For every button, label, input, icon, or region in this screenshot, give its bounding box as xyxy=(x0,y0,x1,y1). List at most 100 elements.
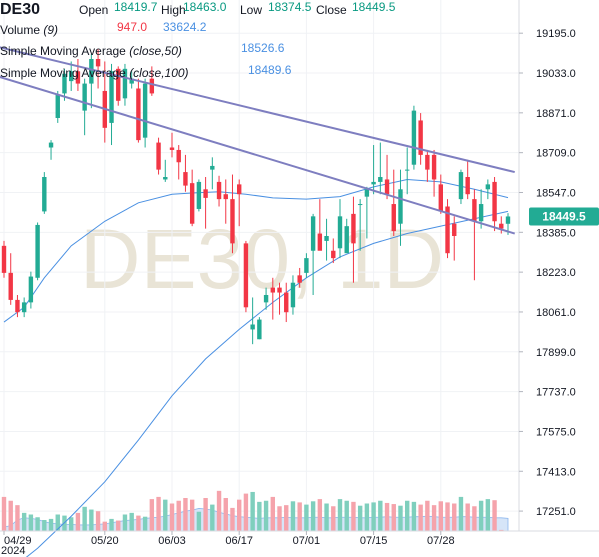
candle xyxy=(290,275,296,315)
sma100-legend-label: Simple Moving Average (close,100) xyxy=(0,66,189,80)
candle xyxy=(485,179,491,200)
volume-bar xyxy=(492,500,497,531)
candle-body xyxy=(250,324,255,330)
candle xyxy=(183,154,188,192)
candle xyxy=(95,49,101,89)
candle-body xyxy=(163,177,168,180)
candle-body xyxy=(357,204,363,206)
y-tick-label: 17899.0 xyxy=(536,347,576,359)
candle xyxy=(371,145,376,195)
candle-body xyxy=(452,223,457,236)
candle xyxy=(378,142,383,195)
candle xyxy=(452,216,457,261)
candle xyxy=(169,132,175,158)
candle-body xyxy=(337,216,343,249)
candle-body xyxy=(398,189,403,224)
volume-bar xyxy=(458,496,464,531)
candle-body xyxy=(142,83,148,138)
candle-body xyxy=(438,184,443,212)
volume-bar xyxy=(109,518,114,531)
candle xyxy=(411,105,417,170)
candle xyxy=(1,240,7,278)
candle-body xyxy=(371,181,376,185)
candle xyxy=(478,189,484,229)
candle-body xyxy=(351,213,356,244)
candle-body xyxy=(55,94,60,118)
candle xyxy=(317,199,323,251)
volume-bar xyxy=(405,500,410,531)
volume-bar xyxy=(223,498,228,531)
candle xyxy=(230,174,235,254)
volume-bar xyxy=(1,496,7,531)
volume-bar xyxy=(250,491,255,531)
candle-body xyxy=(344,226,349,254)
volume-bar xyxy=(263,500,269,531)
candle-body xyxy=(230,199,235,244)
year-label: 2024 xyxy=(1,545,25,557)
x-tick-label: 07/01 xyxy=(293,535,321,547)
candle-body xyxy=(472,199,477,222)
sma-50-line xyxy=(25,210,509,557)
candle-body xyxy=(28,276,34,303)
candle-body xyxy=(284,292,289,313)
volume-bar xyxy=(142,516,148,531)
candle xyxy=(243,240,249,313)
volume-bar xyxy=(398,505,403,531)
candle xyxy=(384,154,390,200)
volume-bar xyxy=(95,511,101,531)
candle-body xyxy=(485,184,491,190)
candle-body xyxy=(243,243,249,308)
candle xyxy=(35,222,40,281)
volume-bar xyxy=(42,520,47,531)
candle-body xyxy=(15,299,20,313)
candle-body xyxy=(505,216,511,224)
volume-bar xyxy=(243,493,249,531)
ohlc-label: Low xyxy=(240,3,262,17)
volume-bar xyxy=(122,514,128,531)
y-tick-label: 17251.0 xyxy=(536,506,576,518)
candle-body xyxy=(384,179,390,195)
y-tick-label: 18061.0 xyxy=(536,307,576,319)
volume-value: 947.0 xyxy=(117,20,147,34)
candle-body xyxy=(183,172,188,186)
volume-bar xyxy=(317,499,323,531)
candle-body xyxy=(310,216,316,251)
candle-body xyxy=(478,204,484,222)
volume-bar xyxy=(116,520,121,531)
volume-bar xyxy=(445,502,450,531)
volume-legend-label: Volume (9) xyxy=(0,23,58,37)
candle xyxy=(55,90,60,123)
symbol-title: DE30 xyxy=(0,1,40,18)
volume-bar xyxy=(438,501,443,531)
volume-bar xyxy=(357,505,363,531)
candle xyxy=(465,159,470,200)
candle xyxy=(69,61,74,91)
candle xyxy=(156,137,161,175)
candle xyxy=(216,175,222,207)
candle xyxy=(250,297,255,345)
volume-bar xyxy=(69,517,74,531)
candle xyxy=(398,169,403,246)
candle-body xyxy=(304,258,309,273)
volume-bar xyxy=(163,499,168,531)
candle xyxy=(257,317,262,340)
x-tick-label: 06/03 xyxy=(158,535,186,547)
volume-bar xyxy=(331,506,336,531)
volume-bar xyxy=(425,500,430,531)
candle xyxy=(116,66,121,106)
candle-body xyxy=(418,120,423,155)
candle-body xyxy=(270,287,275,293)
y-tick-label: 19033.0 xyxy=(536,68,576,80)
candle-body xyxy=(109,71,114,123)
y-tick-label: 18871.0 xyxy=(536,108,576,120)
volume-bar xyxy=(284,505,289,531)
candle-body xyxy=(290,282,296,308)
candle xyxy=(431,149,437,197)
candle-body xyxy=(69,71,74,82)
candle xyxy=(136,78,141,143)
volume-bar xyxy=(391,504,396,531)
candle-body xyxy=(129,78,134,84)
volume-bar xyxy=(418,504,423,531)
